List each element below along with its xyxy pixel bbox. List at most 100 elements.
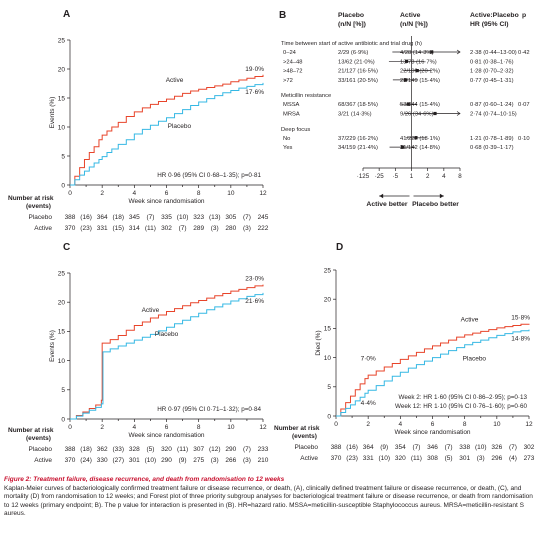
panel-d-risk-group-placebo: Placebo — [295, 444, 319, 451]
panel-b-letter: B — [279, 10, 286, 21]
panel-c-y-tick-label: 15 — [58, 329, 66, 336]
forest-row-hr: 2·38 (0·44–13·00) — [470, 50, 517, 56]
panel-d-risk-count: 320 — [395, 455, 406, 462]
panel-a-placebo-label: Placebo — [168, 123, 192, 130]
panel-a-risk-count: 370 — [65, 225, 76, 232]
panel-a-risk-count: 222 — [258, 225, 269, 232]
panel-d-hr-week2: Week 2: HR 1·60 (95% CI 0·86–2·95); p=0·… — [398, 394, 527, 401]
panel-d-risk-events: (7) — [509, 444, 517, 451]
panel-d-y-tick-label: 15 — [324, 326, 332, 333]
panel-a-placebo-end-label: 17·6% — [245, 89, 264, 96]
panel-d-risk-events: (10) — [475, 444, 487, 451]
panel-d-risk-count: 302 — [524, 444, 535, 451]
panel-d-risk-title: Number at risk — [274, 425, 320, 432]
panel-a-y-tick-label: 0 — [61, 182, 65, 189]
panel-d-placebo-end-label: 14·8% — [511, 336, 530, 343]
panel-d-risk-count: 346 — [427, 444, 438, 451]
forest-x-tick-label: ·125 — [357, 173, 370, 180]
panel-d-risk-events: (9) — [380, 444, 388, 451]
panel-c-y-tick-label: 10 — [58, 358, 66, 365]
panel-c-risk-count: 370 — [65, 457, 76, 464]
panel-c-x-tick-label: 4 — [133, 424, 137, 431]
panel-c-x-tick-label: 6 — [165, 424, 169, 431]
panel-c-risk-events: (11) — [177, 446, 188, 453]
panel-d-x-tick-label: 6 — [431, 421, 435, 428]
forest-row-placebo: 13/62 (21·0%) — [338, 59, 375, 65]
forest-x-tick-label: 2 — [426, 173, 430, 180]
forest-row-hr: 0·87 (0·60–1·24) — [470, 102, 514, 108]
forest-row-active: 13/78 (16·7%) — [400, 59, 437, 65]
panel-d-risk-events: (11) — [411, 455, 422, 462]
panel-c-risk-title: Number at risk — [8, 427, 54, 434]
panel-c-risk-count: 301 — [129, 457, 140, 464]
panel-a-y-tick-label: 15 — [58, 95, 66, 102]
panel-d-risk-count: 338 — [459, 444, 470, 451]
panel-d-risk-group-active: Active — [300, 455, 318, 462]
forest-point — [403, 78, 408, 82]
panel-d-x-axis-label: Week since randomisation — [394, 429, 470, 436]
forest-point — [433, 111, 437, 116]
panel-d-x-tick-label: 0 — [334, 421, 338, 428]
panel-c-y-tick-label: 25 — [58, 270, 66, 277]
forest-row-label: >48–72 — [283, 69, 303, 75]
panel-c-y-tick-label: 5 — [61, 387, 65, 394]
panel-d-y-tick-label: 10 — [324, 355, 332, 362]
caption-title: Figure 2: Treatment failure, disease rec… — [4, 476, 285, 483]
forest-active-better-arrowhead — [379, 193, 384, 199]
panel-d-risk-events: (16) — [346, 444, 358, 451]
forest-row-active: 41/227 (18·1%) — [400, 136, 440, 142]
forest-row-active: 9/26 (34·6%) — [400, 112, 434, 118]
forest-header-hr: Active:Placebo — [470, 12, 519, 19]
forest-row-label: MRSA — [283, 112, 300, 118]
forest-row-active: 23/149 (15·4%) — [400, 78, 440, 84]
forest-point — [404, 59, 409, 63]
panel-a-active-curve — [70, 74, 264, 186]
panel-d-risk-events: (7) — [445, 444, 453, 451]
panel-c-x-axis-label: Week since randomisation — [128, 432, 204, 439]
panel-d-risk-events: (5) — [445, 455, 453, 462]
panel-d-risk-count: 331 — [363, 455, 374, 462]
panel-c-risk-count: 320 — [161, 446, 172, 453]
panel-c-risk-count: 290 — [161, 457, 172, 464]
panel-a-risk-events: (7) — [146, 214, 154, 221]
panel-a-x-tick-label: 2 — [100, 190, 104, 197]
panel-c-risk-events: (10) — [145, 457, 157, 464]
panel-a-y-tick-label: 25 — [58, 37, 66, 44]
panel-d-y-tick-label: 5 — [327, 384, 331, 391]
forest-ci-arrow — [456, 49, 461, 55]
panel-a-x-tick-label: 8 — [197, 190, 201, 197]
panel-a-x-axis-label: Week since randomisation — [128, 198, 204, 205]
panel-c-x-tick-label: 8 — [197, 424, 201, 431]
panel-a-risk-title: Number at risk — [8, 195, 54, 202]
panel-c-active-end-label: 23·0% — [245, 276, 264, 283]
panel-a-risk-count: 335 — [161, 214, 172, 221]
panel-a-active-label: Active — [166, 77, 184, 84]
forest-x-tick-label: 1 — [410, 173, 414, 180]
panel-d-y-tick-label: 20 — [324, 297, 332, 304]
panel-a-x-tick-label: 10 — [227, 190, 235, 197]
forest-group-title: Time between start of active antibiotic … — [281, 41, 422, 47]
panel-c-letter: C — [63, 242, 70, 253]
panel-d-risk-count: 370 — [331, 455, 342, 462]
panel-a-y-tick-label: 5 — [61, 153, 65, 160]
panel-d-risk-count: 388 — [331, 444, 342, 451]
panel-a-hr-text: HR 0·96 (95% CI 0·68–1·35); p=0·81 — [157, 172, 261, 179]
forest-placebo-better-arrowhead — [439, 193, 444, 199]
panel-d-risk-events: (7) — [412, 444, 420, 451]
panel-d-x-tick-label: 12 — [525, 421, 533, 428]
panel-a-risk-count: 302 — [161, 225, 172, 232]
forest-row-active: 22/109 (20·2%) — [400, 69, 440, 75]
panel-c-risk-count: 362 — [97, 446, 108, 453]
panel-d-risk-count: 301 — [459, 455, 470, 462]
forest-row-label: 0–24 — [283, 50, 297, 56]
panel-d-risk-count: 308 — [427, 455, 438, 462]
panel-d-y-tick-label: 25 — [324, 267, 332, 274]
panel-a-risk-events: (23) — [80, 225, 92, 232]
panel-c-risk-events: (7) — [243, 446, 251, 453]
panel-d-risk-events: (3) — [477, 455, 485, 462]
panel-c-risk-events: (3) — [211, 457, 219, 464]
forest-row-placebo: 33/161 (20·5%) — [338, 78, 378, 84]
forest-row-label: No — [283, 136, 290, 142]
panel-c-y-tick-label: 20 — [58, 300, 66, 307]
panel-c-placebo-label: Placebo — [155, 331, 179, 338]
